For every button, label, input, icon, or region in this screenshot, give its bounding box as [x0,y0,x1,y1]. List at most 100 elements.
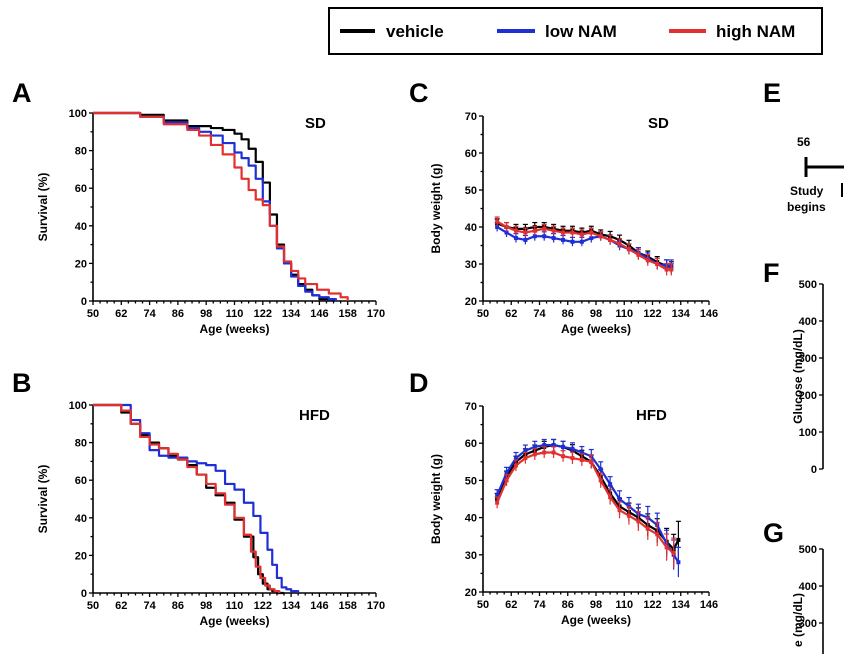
x-tick-label-d: 146 [700,599,718,611]
data-point-low-nam-c [495,225,500,229]
panel-letter-a: A [12,78,32,108]
x-tick-label-d: 122 [643,599,661,611]
data-point-high-nam-c [589,230,594,235]
data-point-low-nam-d [504,470,509,475]
y-axis-title-b: Survival (%) [36,465,50,534]
x-tick-label-d: 98 [590,599,602,611]
y-axis-title-d: Body weight (g) [429,454,443,544]
data-point-high-nam-d [626,513,631,518]
data-point-low-nam-d [495,493,500,498]
data-point-low-nam-d [542,443,547,448]
x-tick-label-b: 62 [115,600,127,612]
y-axis-title-f: Glucose (mg/dL) [791,329,805,424]
panel-tag-d: HFD [636,407,667,424]
y-tick-label-f: 300 [799,353,817,365]
data-point-high-nam-d [671,550,676,555]
data-point-high-nam-d [589,459,594,464]
data-point-high-nam-d [645,526,650,531]
x-axis-title-c: Age (weeks) [561,322,631,336]
x-tick-label-a: 110 [226,308,244,320]
legend-label-low-nam: low NAM [545,22,617,41]
x-tick-label-d: 74 [533,599,546,611]
data-point-high-nam-c [551,228,556,233]
data-point-high-nam-c [542,226,547,231]
data-point-high-nam-c [636,252,641,257]
y-tick-label-g: 500 [799,544,817,556]
data-point-high-nam-c [626,247,631,252]
x-tick-label-c: 122 [643,308,661,320]
data-point-low-nam-c [523,237,528,242]
x-tick-label-b: 158 [339,600,357,612]
x-tick-label-a: 98 [200,308,212,320]
x-tick-label-b: 110 [226,600,244,612]
panel-letter-c: C [409,78,429,108]
chart-glucose-f: 0 100 200 300 400 500 Glucose (mg/dL) [791,279,824,476]
data-point-high-nam-d [608,495,613,500]
x-tick-label-a: 50 [87,308,99,320]
y-tick-label-b: 40 [75,513,87,525]
x-tick-label-a: 86 [172,308,184,320]
y-tick-label-d: 50 [465,475,477,487]
y-tick-label-g: 300 [799,618,817,630]
x-tick-label-d: 134 [672,599,691,611]
panel-letter-g: G [763,518,784,548]
data-point-high-nam-c [664,267,669,272]
y-tick-label-d: 20 [465,587,477,599]
data-point-low-nam-c [532,234,537,239]
chart-survival-hfd: 50 62 74 86 98 110 122 134 146 158 170 0 20 40 60 80 100… [36,400,385,628]
data-point-high-nam-c [598,234,603,239]
y-tick-label-f: 400 [799,316,817,328]
y-tick-label-f: 0 [811,464,817,476]
x-tick-label-d: 62 [505,599,517,611]
panel-letter-b: B [12,368,32,398]
x-tick-label-b: 74 [143,600,156,612]
data-point-high-nam-d [655,532,660,537]
y-axis-title-c: Body weight (g) [429,164,443,254]
x-tick-label-d: 86 [562,599,574,611]
data-point-high-nam-d [504,478,509,483]
data-point-high-nam-c [532,228,537,233]
x-tick-label-a: 74 [143,308,156,320]
y-tick-label-b: 100 [69,400,87,412]
panel-tag-a: SD [305,115,326,132]
data-point-high-nam-d [664,545,669,550]
data-point-high-nam-d [551,450,556,455]
y-tick-label-d: 70 [465,401,477,413]
y-tick-label-d: 60 [465,438,477,450]
data-point-high-nam-d [561,454,566,459]
x-tick-label-a: 122 [254,308,272,320]
x-tick-label-b: 170 [367,600,385,612]
x-axis-title-d: Age (weeks) [561,613,631,627]
x-tick-label-c: 134 [672,308,691,320]
data-point-high-nam-d [495,500,500,505]
data-point-high-nam-c [523,230,528,235]
y-tick-label-c: 70 [465,111,477,123]
data-point-high-nam-c [561,230,566,235]
x-tick-label-b: 50 [87,600,99,612]
data-point-low-nam-d [608,482,613,487]
data-point-high-nam-c [669,267,674,272]
y-tick-label-a: 0 [81,296,87,308]
data-point-low-nam-d [532,444,537,449]
data-point-high-nam-c [579,232,584,237]
x-tick-label-a: 158 [339,308,357,320]
y-tick-label-a: 80 [75,146,87,158]
y-tick-label-c: 60 [465,148,477,160]
x-tick-label-c: 74 [533,308,546,320]
data-point-high-nam-c [570,230,575,235]
x-tick-label-b: 98 [200,600,212,612]
series-line-low-nam-d [496,443,680,563]
data-point-high-nam-d [532,452,537,457]
y-tick-label-a: 60 [75,183,87,195]
timeline-e: 56 Study begins [787,135,844,214]
data-point-high-nam-c [504,225,509,229]
data-point-low-nam-c [570,239,575,244]
y-tick-label-a: 100 [69,108,87,120]
y-tick-label-b: 20 [75,550,87,562]
series-line-low-nam-b [93,403,300,593]
x-tick-label-c: 86 [562,308,574,320]
x-tick-label-b: 122 [254,600,272,612]
chart-survival-sd: 50 62 74 86 98 110 122 134 146 158 170 0 20 40 60 80 100… [36,108,385,336]
legend-box [328,7,823,55]
timeline-label-line2: begins [787,200,826,214]
